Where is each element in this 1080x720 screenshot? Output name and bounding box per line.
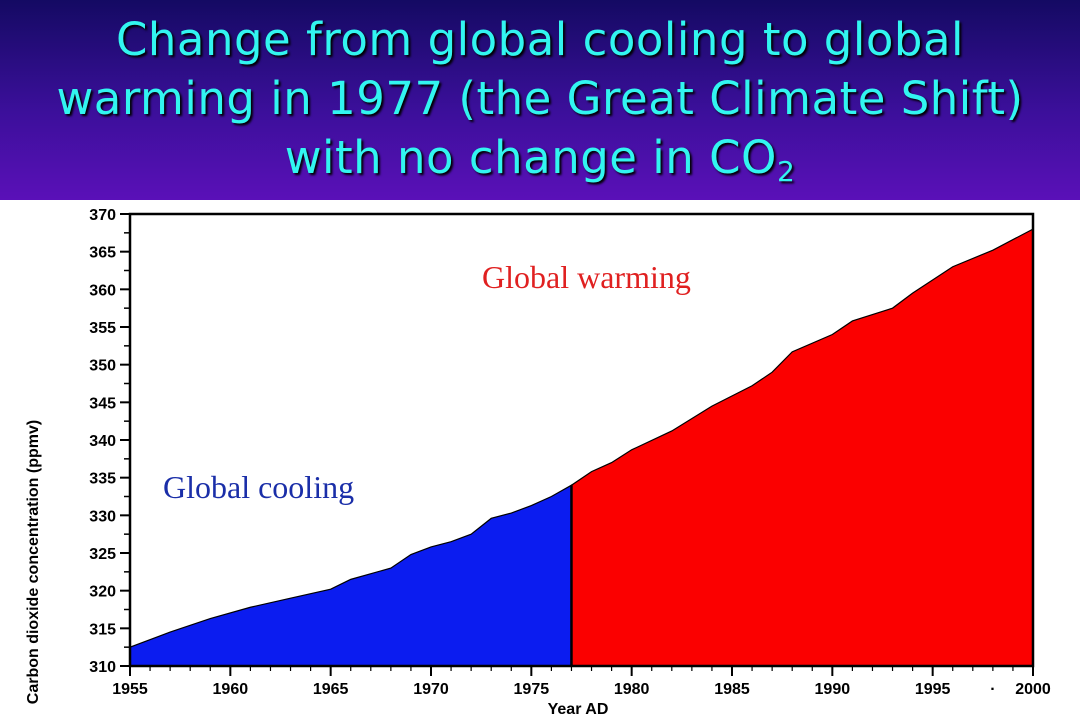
warming-area [570,228,1034,667]
x-tick-label: 1995 [915,681,951,698]
slide-title: Change from global cooling to global war… [0,10,1080,187]
y-tick-label: 340 [89,433,116,450]
x-tick-label: 1965 [313,681,349,698]
co2-chart: 310315320325330335340345350355360365370 … [25,207,1051,718]
x-axis-label: Year AD [548,701,609,718]
y-tick-label: 345 [89,395,116,412]
x-tick-label: · [990,681,995,698]
y-tick-label: 360 [89,282,116,299]
x-tick-label: 1990 [815,681,851,698]
y-tick-label: 335 [89,471,116,488]
global-cooling-annotation: Global cooling [163,469,354,505]
y-tick-label: 315 [89,621,116,638]
title-line-2: warming in 1977 (the Great Climate Shift… [56,72,1024,125]
x-tick-label: 1975 [514,681,550,698]
co2-subscript: 2 [776,155,796,188]
title-line-3: with no change in CO2 [0,128,1080,187]
y-tick-label: 355 [89,320,116,337]
y-tick-label: 370 [89,207,116,224]
y-tick-label: 330 [89,508,116,525]
y-axis-label: Carbon dioxide concentration (ppmv) [25,420,42,704]
x-tick-label: 1980 [614,681,650,698]
x-tick-label: 1985 [714,681,750,698]
y-tick-label: 350 [89,358,116,375]
y-tick-label: 310 [89,659,116,676]
x-tick-label: 1955 [112,681,148,698]
x-tick-label: 2000 [1015,681,1051,698]
title-banner: Change from global cooling to global war… [0,0,1080,200]
title-line-3-text: with no change in CO [284,131,777,184]
area-layer [129,228,1034,667]
y-tick-label: 365 [89,245,116,262]
y-tick-label: 325 [89,546,116,563]
title-line-1: Change from global cooling to global [115,13,965,66]
cooling-area [129,484,573,667]
y-axis: 310 315 320 325 330 335 340 345 350 355 360 365 370 [89,207,130,676]
x-axis: 1955 1960 1965 1970 1975 1980 1985 1990 1995 · 200… [112,666,1051,698]
x-tick-label: 1960 [213,681,249,698]
x-tick-label: 1970 [413,681,449,698]
global-warming-annotation: Global warming [482,259,691,295]
y-tick-label: 320 [89,584,116,601]
